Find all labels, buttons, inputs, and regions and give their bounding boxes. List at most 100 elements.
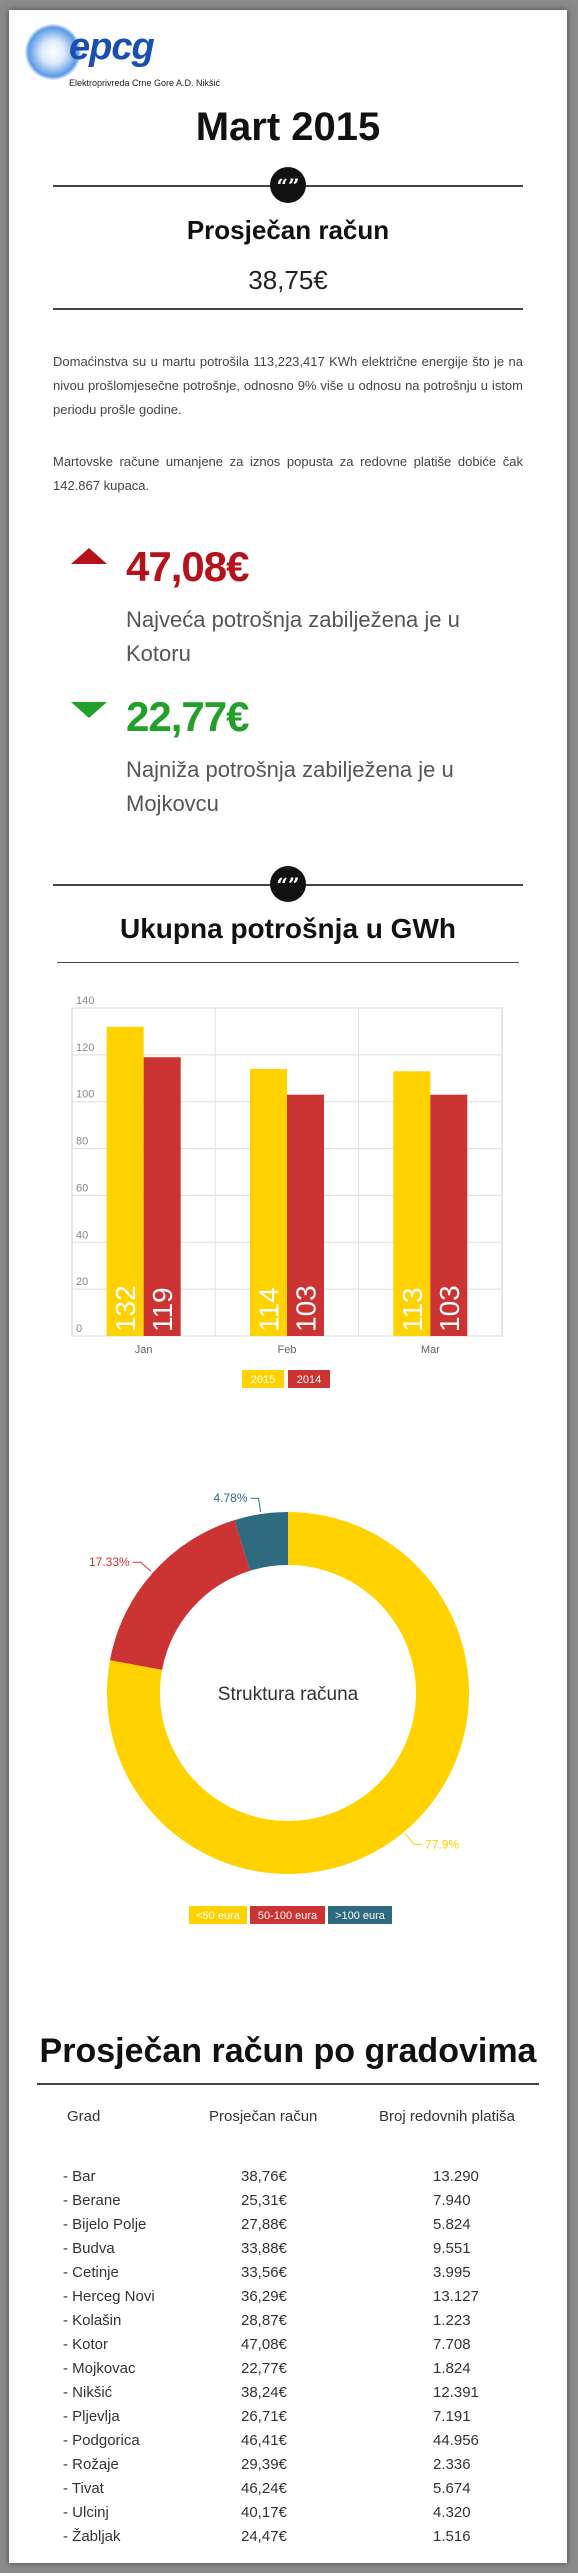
divider	[57, 962, 519, 963]
city-cell: - Budva	[63, 2240, 115, 2257]
page-title: Mart 2015	[195, 105, 381, 149]
divider	[53, 308, 523, 310]
highest-value: 47,08€	[126, 543, 249, 590]
average-cell: 28,87€	[241, 2312, 287, 2329]
city-cell: - Rožaje	[63, 2456, 119, 2473]
x-tick-label: Feb	[278, 1344, 297, 1356]
average-cell: 33,88€	[241, 2240, 287, 2257]
table-row: - Cetinje 33,56€ 3.995	[9, 2264, 567, 2288]
payers-cell: 4.320	[433, 2504, 471, 2521]
average-cell: 26,71€	[241, 2408, 287, 2425]
payers-cell: 1.516	[433, 2528, 471, 2545]
city-cell: - Mojkovac	[63, 2360, 136, 2377]
payers-cell: 44.956	[433, 2432, 479, 2449]
city-cell: - Žabljak	[63, 2528, 121, 2545]
bar-2014-Jan	[143, 1057, 181, 1336]
highest-text: Najveća potrošnja zabilježena je u Kotor…	[126, 607, 460, 666]
table-row: - Pljevlja 26,71€ 7.191	[9, 2408, 567, 2432]
column-header-city: Grad	[67, 2108, 101, 2125]
average-cell: 47,08€	[241, 2336, 287, 2353]
y-tick-label: 20	[76, 1276, 88, 1288]
payers-cell: 9.551	[433, 2240, 471, 2257]
city-cell: - Podgorica	[63, 2432, 140, 2449]
payers-cell: 1.824	[433, 2360, 471, 2377]
payers-cell: 12.391	[433, 2384, 479, 2401]
bar-value-label: 114	[254, 1287, 285, 1332]
legend-swatch	[189, 1906, 247, 1924]
city-cell: - Bar	[63, 2168, 96, 2185]
average-cell: 25,31€	[241, 2192, 287, 2209]
average-heading: Prosječan račun	[186, 215, 390, 245]
column-header-average: Prosječan račun	[209, 2108, 318, 2125]
average-cell: 46,41€	[241, 2432, 287, 2449]
average-cell: 22,77€	[241, 2360, 287, 2377]
legend-swatch	[250, 1906, 325, 1924]
y-tick-label: 100	[76, 1089, 94, 1101]
bar-value-label: 103	[434, 1285, 465, 1332]
city-cell: - Kotor	[63, 2336, 109, 2353]
bar-2015-Jan	[106, 1026, 144, 1336]
bar-value-label: 113	[397, 1287, 428, 1332]
city-cell: - Nikšić	[63, 2384, 113, 2401]
legend-swatch	[328, 1906, 392, 1924]
table-row: - Mojkovac 22,77€ 1.824	[9, 2360, 567, 2384]
x-tick-label: Mar	[421, 1344, 440, 1356]
average-cell: 24,47€	[241, 2528, 287, 2545]
y-tick-label: 0	[76, 1323, 82, 1335]
city-cell: - Berane	[63, 2192, 121, 2209]
bar-value-label: 103	[291, 1285, 322, 1332]
slice-label-leader	[404, 1833, 423, 1845]
average-cell: 33,56€	[241, 2264, 287, 2281]
bar-2014-Mar	[430, 1094, 468, 1336]
legend-label: >100 eura	[335, 1910, 386, 1922]
infographic-page: epcg Elektroprivreda Crne Gore A.D. Nikš…	[9, 10, 567, 2563]
legend-label: 2014	[297, 1374, 321, 1386]
table-row: - Kolašin 28,87€ 1.223	[9, 2312, 567, 2336]
legend-swatch	[242, 1370, 284, 1388]
y-tick-label: 120	[76, 1042, 94, 1054]
y-tick-label: 60	[76, 1182, 88, 1194]
quote-icon: “”	[270, 167, 306, 203]
average-cell: 46,24€	[241, 2480, 287, 2497]
table-row: - Žabljak 24,47€ 1.516	[9, 2528, 567, 2552]
table-row: - Podgorica 46,41€ 44.956	[9, 2432, 567, 2456]
payers-cell: 3.995	[433, 2264, 471, 2281]
lowest-value: 22,77€	[126, 693, 249, 740]
lowest-text: Najniža potrošnja zabilježena je u Mojko…	[126, 757, 454, 816]
payers-cell: 7.940	[433, 2192, 471, 2209]
legend-label: 50-100 eura	[258, 1910, 318, 1922]
arrow-down-icon	[71, 702, 107, 718]
city-cell: - Herceg Novi	[63, 2288, 155, 2305]
bill-structure-donut-chart: 77.9% 17.33% 4.78% Struktura računa <50 eura…	[89, 1491, 469, 1924]
city-table-title: Prosječan račun po gradovima	[39, 2032, 537, 2070]
donut-slice-2	[234, 1512, 288, 1571]
y-tick-label: 140	[76, 995, 94, 1007]
legend-label: <50 eura	[196, 1910, 241, 1922]
bar-value-label: 132	[110, 1285, 141, 1332]
donut-slice-1	[109, 1520, 251, 1670]
payers-cell: 7.708	[433, 2336, 471, 2353]
x-tick-label: Jan	[135, 1344, 153, 1356]
average-cell: 38,24€	[241, 2384, 287, 2401]
legend-label: 2015	[251, 1374, 275, 1386]
payers-cell: 5.674	[433, 2480, 471, 2497]
payers-cell: 13.290	[433, 2168, 479, 2185]
average-value: 38,75€	[248, 265, 328, 295]
discount-paragraph: Martovske račune umanjene za iznos popus…	[53, 454, 523, 493]
quote-icon: “”	[270, 866, 306, 902]
bar-2015-Feb	[250, 1068, 287, 1336]
slice-label-leader	[250, 1497, 262, 1513]
table-row: - Budva 33,88€ 9.551	[9, 2240, 567, 2264]
payers-cell: 2.336	[433, 2456, 471, 2473]
table-row: - Kotor 47,08€ 7.708	[9, 2336, 567, 2360]
payers-cell: 13.127	[433, 2288, 479, 2305]
slice-value-label: 77.9%	[425, 1837, 459, 1851]
y-tick-label: 40	[76, 1229, 88, 1241]
city-cell: - Pljevlja	[63, 2408, 120, 2425]
slice-label-leader	[132, 1561, 152, 1572]
table-row: - Rožaje 29,39€ 2.336	[9, 2456, 567, 2480]
bar-2015-Mar	[393, 1071, 431, 1336]
average-cell: 27,88€	[241, 2216, 287, 2233]
company-logo: epcg Elektroprivreda Crne Gore A.D. Nikš…	[25, 20, 265, 90]
legend-swatch	[288, 1370, 330, 1388]
